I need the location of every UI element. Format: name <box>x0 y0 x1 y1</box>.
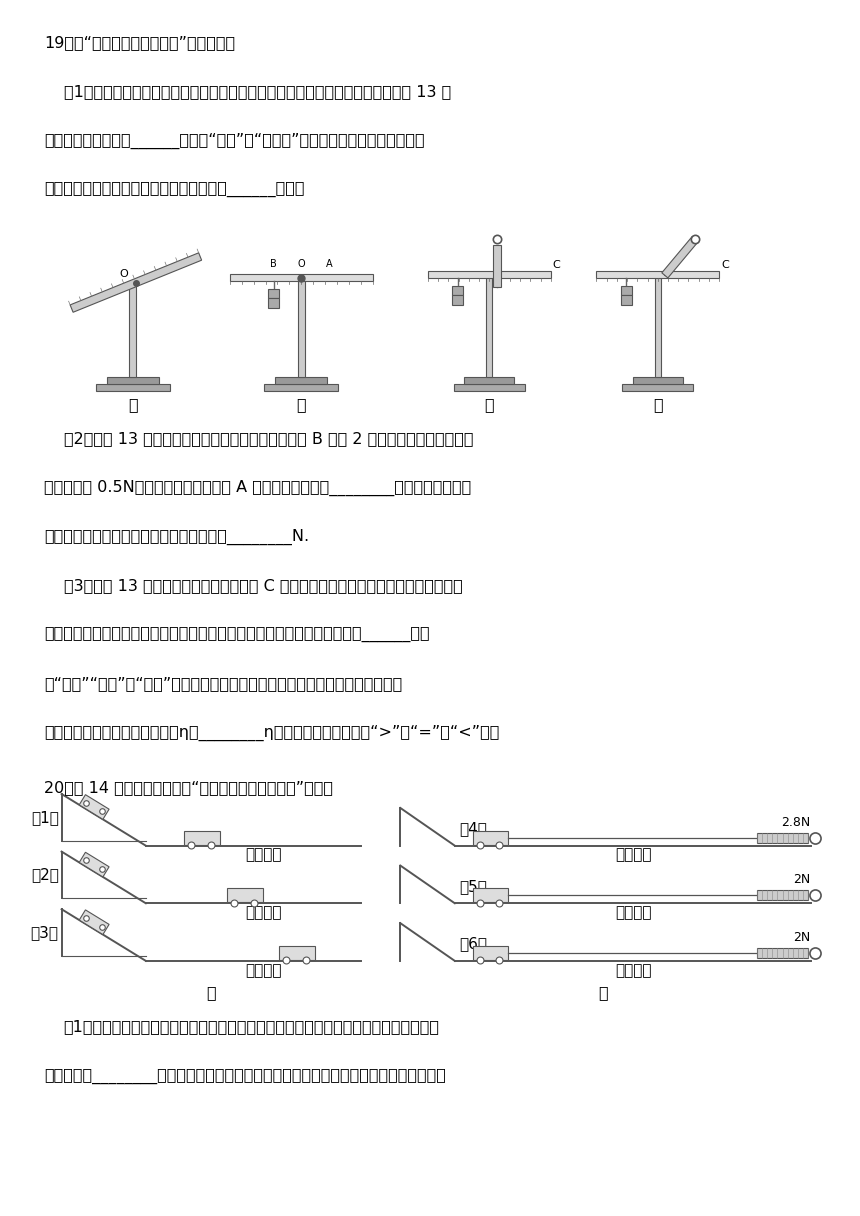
Text: 丁: 丁 <box>653 396 662 412</box>
Text: （2）如图 13 乙所示经正确调节后，小明在杠杆左边 B 处挂 2 个钩码（实验中每个钩码: （2）如图 13 乙所示经正确调节后，小明在杠杆左边 B 处挂 2 个钩码（实验… <box>64 430 473 446</box>
Bar <box>487 275 493 377</box>
Text: 丙: 丙 <box>484 396 494 412</box>
Text: A: A <box>326 259 332 269</box>
Bar <box>298 277 304 377</box>
Text: 第2次: 第2次 <box>31 867 58 883</box>
Bar <box>452 295 464 305</box>
Polygon shape <box>79 910 109 935</box>
Bar <box>757 833 808 843</box>
Bar <box>621 295 631 305</box>
Text: O: O <box>298 259 305 269</box>
Text: 木板表面: 木板表面 <box>246 963 282 978</box>
Text: 第6次: 第6次 <box>460 936 488 951</box>
Bar <box>473 831 508 845</box>
Bar <box>130 282 137 377</box>
Bar <box>473 946 508 959</box>
Bar <box>464 377 514 384</box>
Text: 杠杆在水平位置平衡时弹簧测力计的示数为________N.: 杠杆在水平位置平衡时弹簧测力计的示数为________N. <box>44 529 309 545</box>
Text: 2.8N: 2.8N <box>781 816 810 829</box>
Bar <box>227 889 263 902</box>
Text: 毛巾表面: 毛巾表面 <box>246 848 282 862</box>
Text: （3）如图 13 丙所示，改用弹簧测力计在 C 处竖直向上拉住杠杆如图丙，将拉力的方向: （3）如图 13 丙所示，改用弹簧测力计在 C 处竖直向上拉住杠杆如图丙，将拉力… <box>64 578 463 593</box>
Bar <box>279 946 315 959</box>
Bar <box>622 384 693 390</box>
Bar <box>267 288 280 298</box>
Bar <box>494 244 501 287</box>
Text: O: O <box>120 269 128 278</box>
Bar <box>654 275 660 377</box>
Polygon shape <box>79 852 109 877</box>
Polygon shape <box>662 236 698 278</box>
Bar <box>107 377 159 384</box>
Text: （1）实验前，在没有挂钩码和弹簧测力计时，小明发现杠杆左端低右端高，如图 13 甲: （1）实验前，在没有挂钩码和弹簧测力计时，小明发现杠杆左端低右端高，如图 13 … <box>64 84 451 98</box>
Text: 乙: 乙 <box>599 985 608 1000</box>
Text: 的重量均为 0.5N），为便于实验在右边 A 处用弹簧测力计沿________方向拉动杠杆，当: 的重量均为 0.5N），为便于实验在右边 A 处用弹簧测力计沿________方… <box>44 480 471 496</box>
Bar <box>454 384 525 390</box>
Text: 乙: 乙 <box>297 396 306 412</box>
Text: 填“变大”“变小”或“不变”），现分别用丙、丁两种方式将相同钩码向上提升相同: 填“变大”“变小”或“不变”），现分别用丙、丁两种方式将相同钩码向上提升相同 <box>44 676 402 691</box>
Text: 面起始端时________相同。在水平面上、小车每次停止时的位置如图甲所示，由实验可以: 面起始端时________相同。在水平面上、小车每次停止时的位置如图甲所示，由实… <box>44 1069 445 1083</box>
Bar <box>621 286 631 295</box>
Bar <box>267 298 280 309</box>
Text: 甲: 甲 <box>128 396 138 412</box>
Bar <box>473 889 508 902</box>
Text: 的高度，则两次杠杆的机械效率η丙________η丁（不计摩擦）（选填“>”、“=”或“<”）。: 的高度，则两次杠杆的机械效率η丙________η丁（不计摩擦）（选填“>”、“… <box>44 725 499 742</box>
Text: 棉布表面: 棉布表面 <box>246 905 282 921</box>
Text: 第5次: 第5次 <box>460 879 488 894</box>
Text: 第3次: 第3次 <box>31 925 58 940</box>
Text: 20．图 14 甲是小盛同学探究“阻力对物体运动的影响”的实验: 20．图 14 甲是小盛同学探究“阻力对物体运动的影响”的实验 <box>44 779 333 795</box>
Bar <box>452 286 464 295</box>
Text: 甲: 甲 <box>206 985 216 1000</box>
Bar <box>596 271 719 278</box>
Polygon shape <box>71 253 201 313</box>
Text: 逐渐向右倾斜如图丁，使杠杆仍然在水平位置平衡，则弹簧测力计的示数将______（选: 逐渐向右倾斜如图丁，使杠杆仍然在水平位置平衡，则弹簧测力计的示数将______（… <box>44 627 429 642</box>
Text: 木板表面: 木板表面 <box>615 963 651 978</box>
Text: B: B <box>270 259 277 269</box>
Text: 木板表面: 木板表面 <box>615 905 651 921</box>
Bar <box>95 384 170 390</box>
Text: （1）三次实验中，均保持小车从同一斜面同一位置由静止下滑，目的是保证小车到达平: （1）三次实验中，均保持小车从同一斜面同一位置由静止下滑，目的是保证小车到达平 <box>64 1019 439 1035</box>
Text: 2N: 2N <box>793 931 810 944</box>
Text: 第4次: 第4次 <box>460 821 488 837</box>
Bar <box>275 377 328 384</box>
Bar <box>230 274 372 281</box>
Text: C: C <box>722 260 729 270</box>
Text: 2N: 2N <box>793 873 810 886</box>
Bar <box>757 948 808 958</box>
Bar <box>264 384 338 390</box>
Bar <box>633 377 683 384</box>
Text: 19．在“探究杠杆的平衡条件”的实验中：: 19．在“探究杠杆的平衡条件”的实验中： <box>44 35 235 50</box>
Text: 实验的影响，他应将杠杆右端的平衡螺母向______调节。: 实验的影响，他应将杠杆右端的平衡螺母向______调节。 <box>44 182 304 197</box>
Text: 所示．此时杠杆处于______（选填“平衡”或“非平衡”）状态．为了忽略杠杆自重对: 所示．此时杠杆处于______（选填“平衡”或“非平衡”）状态．为了忽略杠杆自重… <box>44 133 424 150</box>
Bar <box>428 271 550 278</box>
Polygon shape <box>79 795 109 820</box>
Bar <box>757 890 808 900</box>
Text: 毛巾表面: 毛巾表面 <box>615 848 651 862</box>
Text: C: C <box>553 260 561 270</box>
Bar <box>184 831 220 845</box>
Text: 第1次: 第1次 <box>31 810 58 824</box>
